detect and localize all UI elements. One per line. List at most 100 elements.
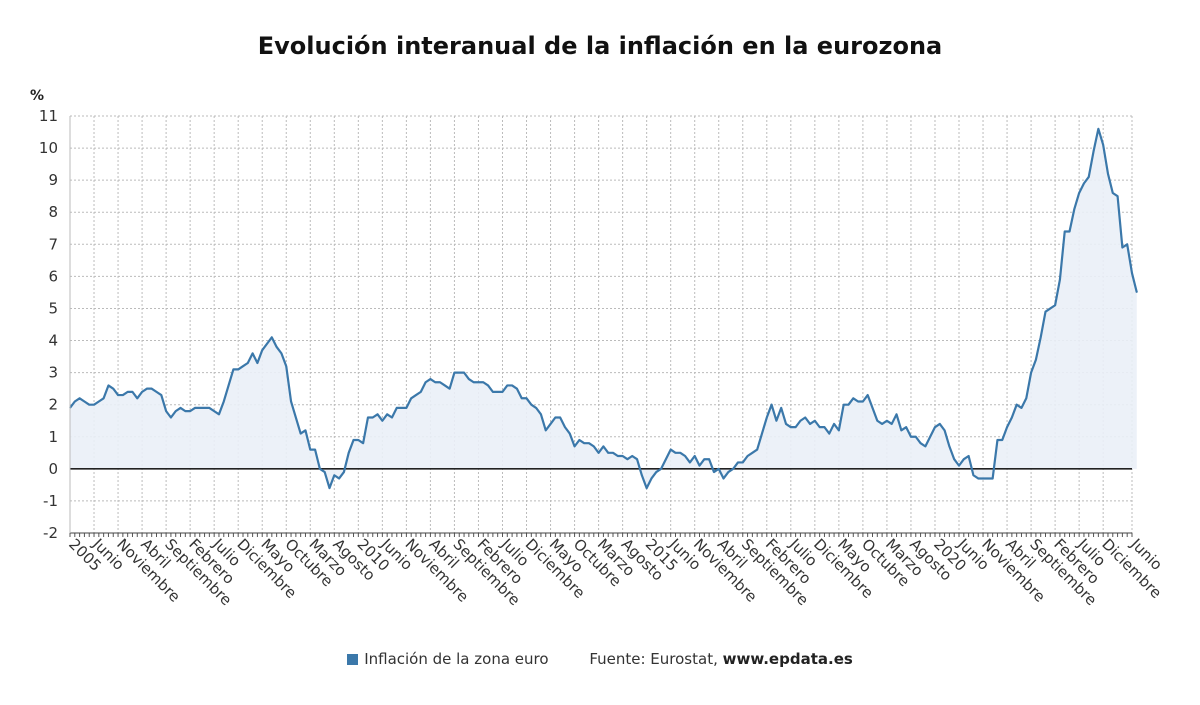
data-point bbox=[362, 442, 364, 444]
data-point bbox=[535, 407, 537, 409]
data-point bbox=[598, 452, 600, 454]
data-point bbox=[276, 346, 278, 348]
data-point bbox=[122, 394, 124, 396]
data-point bbox=[895, 413, 898, 415]
data-point bbox=[473, 381, 475, 383]
data-point bbox=[155, 391, 158, 393]
data-point bbox=[131, 391, 134, 393]
data-point bbox=[766, 416, 768, 419]
data-point bbox=[165, 410, 167, 412]
y-tick-label: 5 bbox=[48, 299, 58, 317]
y-tick-label: 10 bbox=[39, 139, 58, 157]
data-point bbox=[506, 384, 508, 387]
data-point bbox=[117, 394, 119, 396]
data-point bbox=[876, 420, 878, 422]
data-point bbox=[449, 388, 451, 390]
data-point bbox=[1035, 359, 1037, 361]
data-point bbox=[434, 381, 436, 383]
data-point bbox=[612, 452, 614, 454]
data-point bbox=[266, 343, 268, 345]
y-axis-ticks: -2 -1 0 1 2 3 4 5 6 7 8 9 10 11 bbox=[39, 107, 58, 542]
data-point bbox=[319, 468, 321, 470]
data-point bbox=[410, 397, 412, 399]
data-point bbox=[247, 362, 249, 364]
data-point bbox=[900, 429, 902, 431]
data-point bbox=[98, 400, 100, 403]
data-point bbox=[530, 404, 532, 406]
data-point bbox=[588, 442, 590, 444]
data-point bbox=[694, 455, 696, 457]
y-tick-label: 6 bbox=[48, 267, 58, 285]
data-point bbox=[521, 397, 523, 399]
data-point bbox=[626, 458, 629, 460]
data-point bbox=[708, 458, 710, 460]
data-point bbox=[573, 445, 576, 447]
data-point bbox=[1121, 246, 1123, 249]
data-point bbox=[405, 407, 407, 409]
data-point bbox=[857, 400, 859, 403]
chart-area: % -2 -1 0 1 2 3 4 5 6 7 8 9 10 11 2005JunioNoviembreA… bbox=[30, 88, 1166, 609]
data-point bbox=[74, 400, 76, 403]
data-point bbox=[871, 407, 874, 409]
data-point bbox=[554, 416, 556, 419]
series-area-fill bbox=[70, 128, 1137, 489]
data-point bbox=[429, 378, 432, 380]
data-point bbox=[972, 474, 975, 476]
data-point bbox=[583, 442, 585, 444]
data-point bbox=[497, 391, 499, 393]
data-point bbox=[852, 397, 854, 399]
data-point bbox=[367, 416, 369, 419]
data-point bbox=[218, 413, 220, 415]
data-point bbox=[400, 407, 403, 409]
data-point bbox=[242, 365, 244, 367]
data-point bbox=[718, 468, 720, 470]
data-point bbox=[838, 429, 840, 431]
data-point bbox=[103, 397, 105, 399]
data-point bbox=[107, 384, 110, 387]
data-point bbox=[381, 420, 383, 422]
data-point bbox=[295, 416, 297, 419]
source-link[interactable]: www.epdata.es bbox=[722, 650, 853, 668]
x-axis-ticks: 2005JunioNoviembreAbrilSeptiembreFebrero… bbox=[65, 116, 1166, 609]
data-point bbox=[963, 458, 965, 460]
data-point bbox=[1049, 307, 1051, 310]
data-point bbox=[136, 397, 138, 399]
data-point bbox=[324, 471, 326, 473]
data-point bbox=[1030, 372, 1032, 374]
data-point bbox=[641, 474, 643, 476]
data-point bbox=[151, 388, 153, 390]
data-point bbox=[83, 400, 86, 403]
data-point bbox=[867, 394, 869, 396]
data-point bbox=[862, 400, 864, 403]
data-point bbox=[823, 426, 826, 428]
data-point bbox=[511, 384, 513, 387]
data-point bbox=[271, 336, 273, 338]
data-point bbox=[910, 436, 912, 438]
data-point bbox=[953, 458, 955, 460]
data-point bbox=[756, 449, 758, 451]
data-point bbox=[1092, 150, 1095, 152]
data-point bbox=[670, 449, 672, 451]
data-point bbox=[1059, 278, 1061, 281]
data-point bbox=[1083, 182, 1085, 184]
data-point bbox=[1054, 304, 1056, 306]
data-point bbox=[804, 416, 806, 419]
data-point bbox=[338, 477, 340, 480]
data-point bbox=[650, 477, 653, 480]
data-point bbox=[919, 442, 922, 444]
data-point bbox=[439, 381, 441, 383]
data-point bbox=[545, 429, 547, 431]
data-point bbox=[703, 458, 705, 460]
y-tick-label: 2 bbox=[48, 396, 58, 414]
data-point bbox=[468, 378, 470, 380]
data-point bbox=[199, 407, 201, 409]
data-point bbox=[88, 404, 90, 406]
data-point bbox=[674, 452, 677, 454]
data-point bbox=[939, 423, 941, 425]
data-point bbox=[809, 423, 811, 425]
data-point bbox=[352, 439, 355, 441]
data-point bbox=[1011, 416, 1013, 419]
y-tick-label: 3 bbox=[48, 364, 58, 382]
data-point bbox=[549, 423, 552, 425]
data-point bbox=[396, 407, 398, 409]
